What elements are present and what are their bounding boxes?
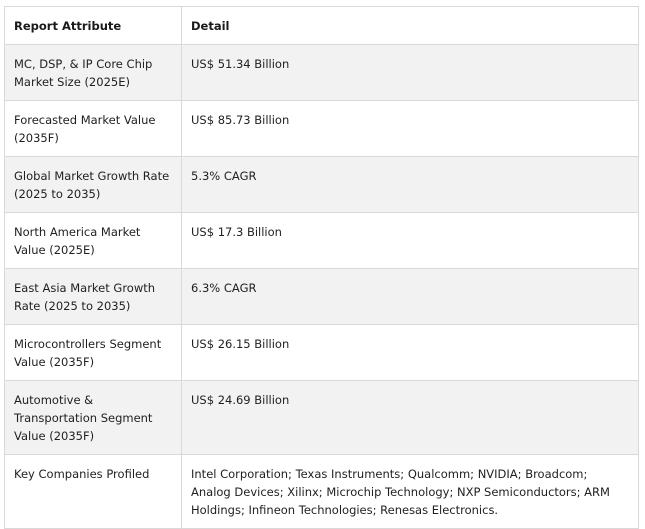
row-detail-cell: US$ 17.3 Billion [181,212,639,269]
table-row: North America Market Value (2025E) US$ 1… [4,212,639,269]
table-row: Microcontrollers Segment Value (2035F) U… [4,324,639,381]
header-detail: Detail [181,6,639,45]
row-detail-cell: Intel Corporation; Texas Instruments; Qu… [181,454,639,529]
table-row: East Asia Market Growth Rate (2025 to 20… [4,268,639,325]
row-detail-cell: 5.3% CAGR [181,156,639,213]
row-attribute-cell: Key Companies Profiled [4,454,182,529]
row-detail-cell: US$ 85.73 Billion [181,100,639,157]
row-attribute-cell: East Asia Market Growth Rate (2025 to 20… [4,268,182,325]
row-detail-cell: US$ 26.15 Billion [181,324,639,381]
table-header-row: Report Attribute Detail [4,6,639,45]
table-row: Global Market Growth Rate (2025 to 2035)… [4,156,639,213]
table-row: Key Companies Profiled Intel Corporation… [4,454,639,529]
row-attribute-cell: Global Market Growth Rate (2025 to 2035) [4,156,182,213]
row-detail-cell: 6.3% CAGR [181,268,639,325]
row-attribute-cell: Microcontrollers Segment Value (2035F) [4,324,182,381]
table-row: Forecasted Market Value (2035F) US$ 85.7… [4,100,639,157]
row-attribute-cell: North America Market Value (2025E) [4,212,182,269]
row-attribute-cell: Forecasted Market Value (2035F) [4,100,182,157]
row-detail-cell: US$ 51.34 Billion [181,44,639,101]
header-report-attribute: Report Attribute [4,6,182,45]
row-detail-cell: US$ 24.69 Billion [181,380,639,455]
report-attributes-table: Report Attribute Detail MC, DSP, & IP Co… [4,6,639,529]
table-row: MC, DSP, & IP Core Chip Market Size (202… [4,44,639,101]
table-row: Automotive & Transportation Segment Valu… [4,380,639,455]
report-table-container: Report Attribute Detail MC, DSP, & IP Co… [4,6,639,529]
row-attribute-cell: Automotive & Transportation Segment Valu… [4,380,182,455]
row-attribute-cell: MC, DSP, & IP Core Chip Market Size (202… [4,44,182,101]
